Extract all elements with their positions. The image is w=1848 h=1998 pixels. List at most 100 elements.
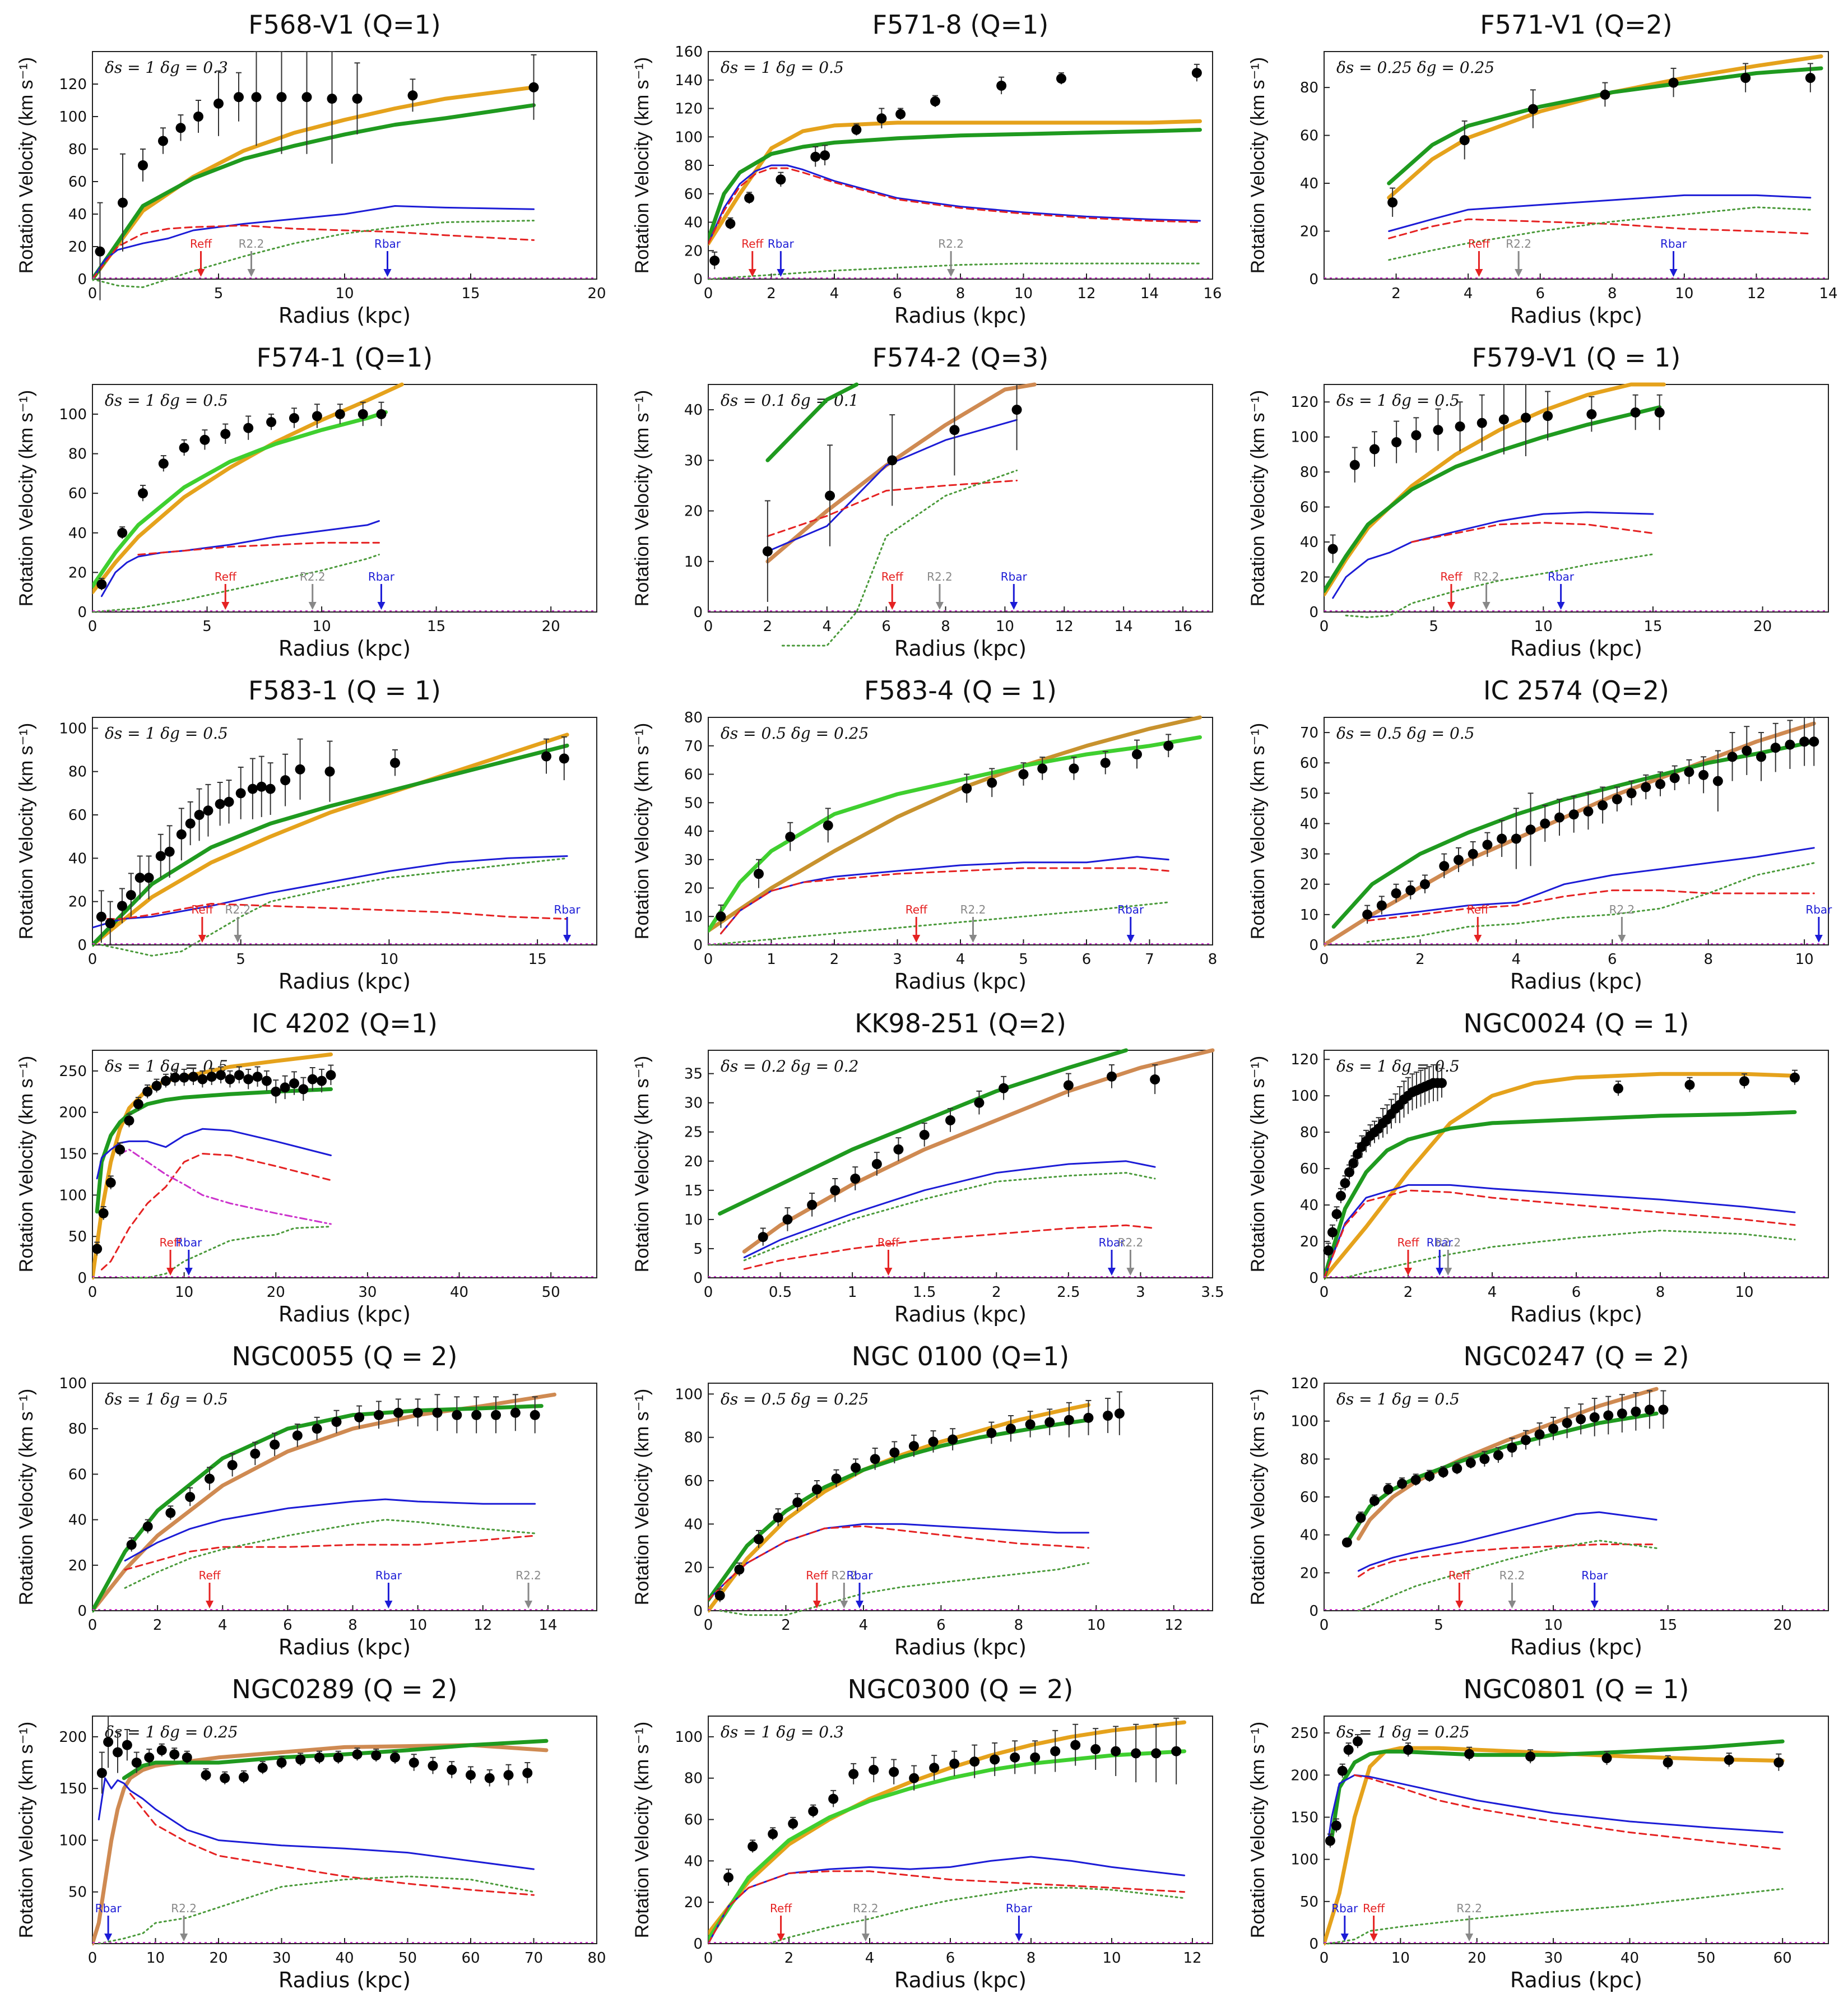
chart-title: IC 4202 (Q=1) [252, 1008, 438, 1039]
data-point [1617, 1408, 1627, 1419]
y-tick-label: 20 [1300, 877, 1318, 893]
data-point [969, 1756, 980, 1767]
x-tick-label: 15 [427, 618, 445, 635]
x-axis-label: Radius (kpc) [1510, 1968, 1642, 1992]
data-point [1369, 1495, 1380, 1506]
data-point [1790, 1072, 1800, 1083]
data-point [373, 1410, 384, 1420]
data-point [869, 1764, 879, 1775]
data-point [133, 1098, 143, 1109]
marker-arrowhead [197, 269, 205, 277]
series-line-fit_green [95, 1087, 333, 1214]
data-point [1343, 1745, 1354, 1755]
data-point [1420, 879, 1430, 889]
marker-label-R2.2: R2.2 [831, 1569, 857, 1582]
y-tick-label: 5 [693, 1241, 703, 1258]
data-point [117, 901, 127, 911]
data-point [185, 1492, 196, 1502]
data-point [331, 1417, 342, 1427]
x-tick-label: 50 [542, 1284, 560, 1301]
data-point [354, 1412, 365, 1422]
data-point [213, 98, 224, 109]
data-point [1712, 776, 1723, 786]
marker-label-Rbar: Rbar [1331, 1902, 1358, 1915]
data-point [1455, 421, 1465, 432]
marker-label-R2.2: R2.2 [1499, 1569, 1525, 1582]
data-point [1132, 749, 1142, 759]
marker-arrowhead [1590, 1601, 1599, 1608]
plot-frame [1324, 51, 1829, 280]
y-tick-label: 30 [684, 452, 703, 469]
data-point [1740, 73, 1751, 84]
x-tick-label: 2 [781, 1617, 791, 1634]
data-point [974, 1097, 985, 1108]
marker-arrowhead [377, 602, 386, 610]
marker-label-R2.2: R2.2 [1609, 903, 1635, 916]
series-line-baryons [767, 419, 1018, 553]
y-tick-label: 70 [1300, 725, 1318, 741]
data-point [1107, 1071, 1117, 1082]
y-axis-label: Rotation Velocity (km s⁻¹) [1247, 723, 1269, 939]
y-axis-label: Rotation Velocity (km s⁻¹) [16, 1056, 37, 1272]
chart-title: F571-V1 (Q=2) [1480, 10, 1672, 40]
marker-label-Rbar: Rbar [374, 237, 401, 251]
marker-arrowhead [524, 1601, 533, 1608]
x-tick-label: 2.5 [1057, 1284, 1080, 1301]
data-point [1348, 1158, 1359, 1169]
x-tick-label: 40 [450, 1284, 468, 1301]
data-point [206, 1072, 217, 1082]
x-axis-label: Radius (kpc) [894, 969, 1027, 994]
marker-arrowhead [1447, 602, 1455, 610]
delta-annotation: δs = 0.5 δg = 0.25 [721, 724, 869, 743]
data-point [1439, 861, 1450, 871]
series-line-fit_tan [1356, 1387, 1659, 1541]
chart-svg: KK98-251 (Q=2) δs = 0.2 δg = 0.2 Rotation … [632, 1008, 1224, 1327]
data-point [725, 219, 736, 229]
marker-arrowhead [1126, 1268, 1135, 1276]
y-tick-label: 60 [1300, 1489, 1318, 1506]
series-line-fit_orange [708, 1403, 1090, 1613]
y-axis-label: Rotation Velocity (km s⁻¹) [16, 57, 37, 273]
y-tick-label: 60 [684, 186, 703, 203]
curves-group [708, 715, 1202, 946]
data-point [768, 1829, 778, 1839]
y-tick-label: 200 [59, 1729, 87, 1746]
marker-label-Rbar: Rbar [1098, 1236, 1125, 1249]
plot-frame [708, 1050, 1213, 1278]
y-tick-label: 150 [59, 1781, 87, 1797]
chart-title: F583-4 (Q = 1) [864, 675, 1057, 706]
data-point [1327, 544, 1338, 554]
data-point [828, 1793, 839, 1804]
marker-label-R2.2: R2.2 [938, 237, 964, 251]
data-point [1603, 1410, 1614, 1421]
data-point [1391, 888, 1401, 898]
x-axis-label: Radius (kpc) [1510, 303, 1642, 328]
delta-annotation: δs = 0.5 δg = 0.25 [721, 1390, 869, 1408]
data-point [1171, 1746, 1182, 1756]
data-point [754, 869, 764, 879]
data-point [1114, 1408, 1125, 1419]
data-point [276, 1758, 287, 1768]
x-tick-label: 2 [992, 1284, 1001, 1301]
marker-label-Rbar: Rbar [175, 1236, 202, 1249]
series-line-gas [97, 1875, 535, 1945]
data-point [484, 1773, 495, 1783]
series-line-fit_orange [1387, 54, 1823, 200]
y-axis-label: Rotation Velocity (km s⁻¹) [1247, 390, 1269, 606]
marker-arrowhead [1010, 602, 1018, 610]
chart-panel: NGC 0100 (Q=1) δs = 0.5 δg = 0.25 Rotation… [616, 1332, 1232, 1665]
data-point [1525, 1751, 1536, 1762]
data-point [1131, 1748, 1141, 1759]
data-point [1576, 1414, 1586, 1425]
data-point [227, 1460, 238, 1471]
chart-panel: F579-V1 (Q = 1) δs = 1 δg = 0.5 Rotation V… [1232, 333, 1847, 666]
x-tick-label: 8 [1608, 285, 1617, 302]
data-point [1331, 1209, 1342, 1220]
marker-label-Reff: Reff [906, 903, 928, 916]
data-point [919, 1129, 930, 1140]
data-point [215, 799, 225, 809]
series-line-stellar [767, 479, 1018, 537]
y-tick-label: 40 [684, 402, 703, 419]
chart-panel: NGC0024 (Q = 1) δs = 1 δg = 0.5 Rotation V… [1232, 999, 1847, 1332]
y-tick-label: 120 [59, 76, 87, 93]
